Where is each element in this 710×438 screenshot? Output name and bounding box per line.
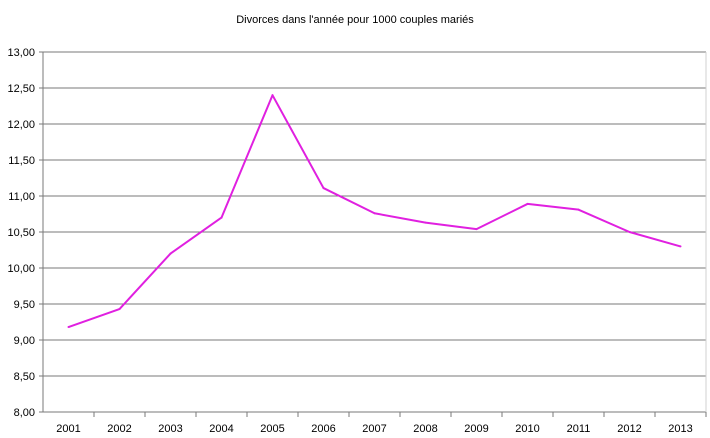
x-tick-label: 2004 xyxy=(209,423,233,435)
y-tick-label: 8,00 xyxy=(14,407,35,419)
y-tick-label: 9,00 xyxy=(14,335,35,347)
x-tick-label: 2007 xyxy=(362,423,386,435)
series-line xyxy=(68,94,681,328)
x-tick-label: 2011 xyxy=(567,423,591,435)
x-tick-label: 2008 xyxy=(413,423,437,435)
data-point xyxy=(118,308,121,311)
x-tick-label: 2010 xyxy=(515,423,539,435)
chart-title: Divorces dans l'année pour 1000 couples … xyxy=(236,14,474,26)
x-tick-label: 2013 xyxy=(668,423,692,435)
data-point xyxy=(628,231,631,233)
y-tick-label: 9,50 xyxy=(14,299,35,311)
y-tick-label: 12,50 xyxy=(7,83,35,95)
x-tick-label: 2006 xyxy=(311,423,335,435)
x-tick-label: 2001 xyxy=(56,423,80,435)
data-point xyxy=(424,221,427,224)
data-point xyxy=(169,252,172,255)
y-tick-label: 12,00 xyxy=(7,119,35,131)
y-tick-label: 11,00 xyxy=(8,191,35,203)
x-tick-label: 2009 xyxy=(464,423,488,435)
x-tick-label: 2002 xyxy=(107,423,131,435)
x-tick-label: 2003 xyxy=(158,423,182,435)
data-point xyxy=(322,187,325,190)
y-tick-label: 8,50 xyxy=(14,371,35,383)
data-point xyxy=(373,212,376,215)
x-tick-label: 2012 xyxy=(617,423,641,435)
data-point xyxy=(271,94,274,97)
y-tick-label: 13,00 xyxy=(7,47,35,59)
y-tick-label: 10,50 xyxy=(7,227,35,239)
data-point xyxy=(679,245,682,248)
data-point xyxy=(526,202,529,205)
x-tick-label: 2005 xyxy=(260,423,284,435)
y-tick-label: 10,00 xyxy=(7,263,35,275)
y-tick-label: 11,50 xyxy=(8,155,35,167)
data-point xyxy=(475,228,478,231)
data-point xyxy=(220,216,223,219)
data-point xyxy=(67,326,70,329)
data-point xyxy=(577,208,580,211)
